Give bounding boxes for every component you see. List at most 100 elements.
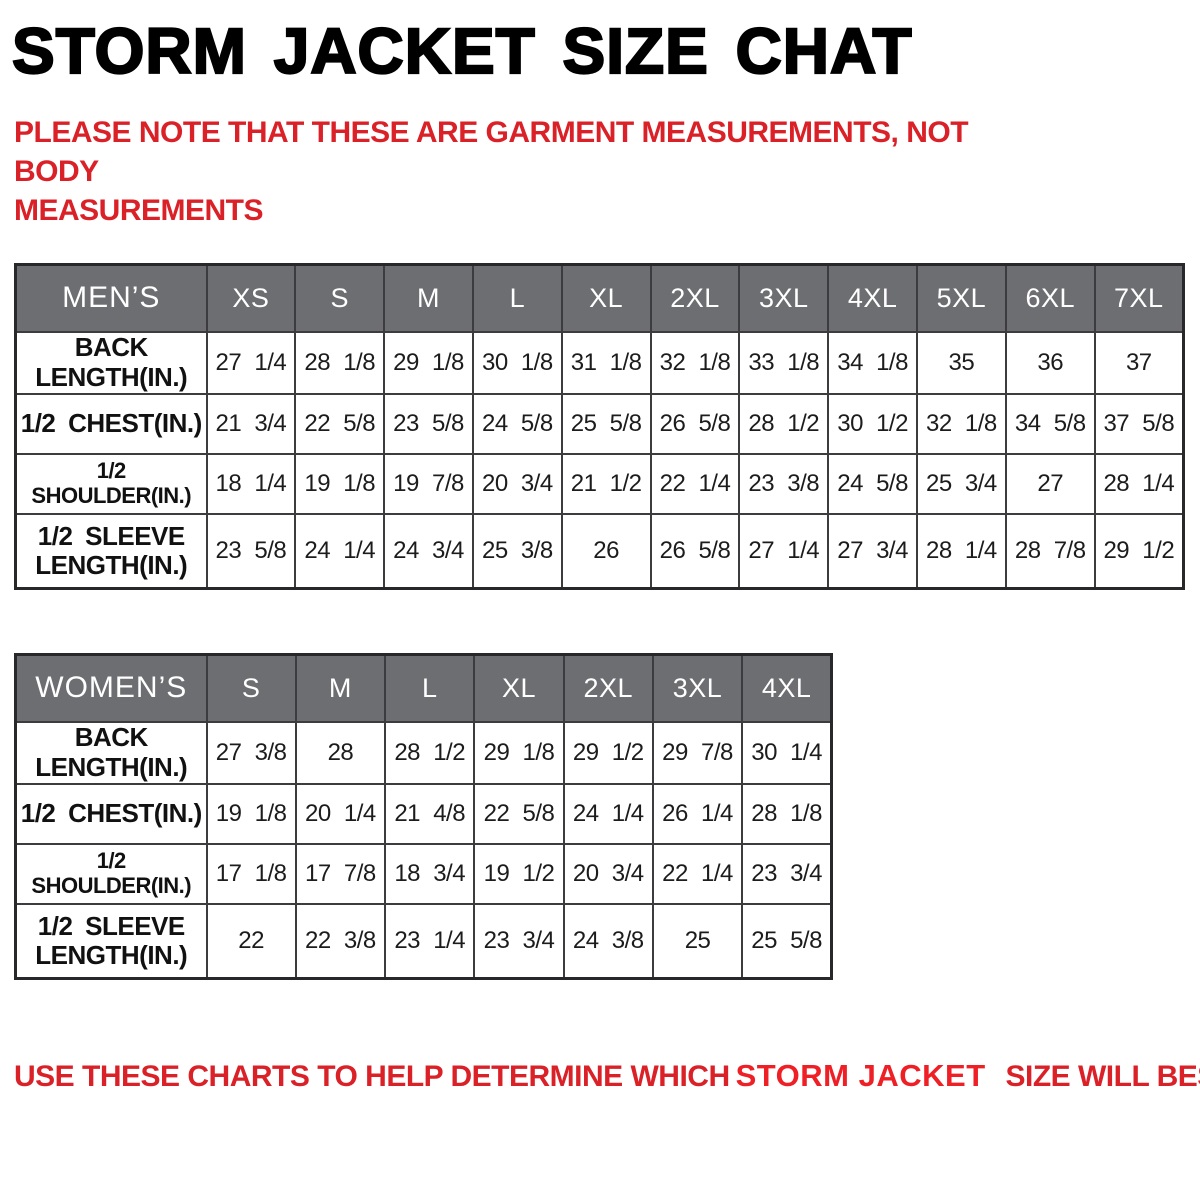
row-label: BACK LENGTH(IN.) <box>14 330 208 395</box>
size-value-cell: 24 3/4 <box>383 512 474 590</box>
size-value-cell: 21 4/8 <box>384 782 476 845</box>
size-value-cell: 18 3/4 <box>384 842 476 905</box>
fit-advice-suffix: SIZE WILL BEST FIT YOU. <box>1005 1060 1200 1093</box>
size-value-cell: 25 5/8 <box>741 902 833 980</box>
size-value-cell: 22 5/8 <box>294 392 386 455</box>
size-value-cell: 20 3/4 <box>471 452 563 515</box>
size-value-cell: 19 7/8 <box>383 452 474 515</box>
table-row: BACK LENGTH(IN.) 27 3/8 28 28 1/2 29 1/8 29 1… <box>14 720 833 785</box>
size-value-cell: 21 3/4 <box>205 392 297 455</box>
size-value-cell: 28 1/2 <box>738 392 830 455</box>
size-column-header: XL <box>473 653 565 723</box>
size-value-cell: 37 5/8 <box>1093 392 1185 455</box>
size-value-cell: 19 1/2 <box>473 842 565 905</box>
size-column-header: 2XL <box>649 263 741 333</box>
size-value-cell: 24 3/8 <box>562 902 654 980</box>
size-value-cell: 20 1/4 <box>294 782 387 845</box>
size-value-cell: 24 5/8 <box>471 392 563 455</box>
size-value-cell: 22 5/8 <box>473 782 565 845</box>
size-value-cell: 17 7/8 <box>294 842 387 905</box>
size-column-header: L <box>384 653 476 723</box>
size-column-header: L <box>471 263 563 333</box>
size-column-header: 3XL <box>651 653 744 723</box>
size-value-cell: 25 <box>651 902 744 980</box>
size-value-cell: 27 1/4 <box>205 330 297 395</box>
size-value-cell: 24 1/4 <box>562 782 654 845</box>
size-column-header: S <box>205 653 297 723</box>
size-value-cell: 22 1/4 <box>651 842 744 905</box>
size-value-cell: 36 <box>1004 330 1096 395</box>
womens-size-table: WOMEN’S S M L XL 2XL 3XL 4XL BACK LENGTH(IN.) 27 … <box>14 653 833 980</box>
size-value-cell: 32 1/8 <box>649 330 741 395</box>
size-value-cell: 26 5/8 <box>649 512 741 590</box>
table-row: 1/2 SHOULDER(IN.) 17 1/8 17 7/8 18 3/4 19 1/… <box>14 842 833 905</box>
size-column-header: XL <box>560 263 652 333</box>
size-column-header: 4XL <box>741 653 833 723</box>
size-column-header: S <box>294 263 386 333</box>
size-value-cell: 25 3/8 <box>471 512 563 590</box>
size-value-cell: 27 3/4 <box>827 512 918 590</box>
size-column-header: 2XL <box>562 653 654 723</box>
size-value-cell: 22 3/8 <box>294 902 387 980</box>
size-value-cell: 23 5/8 <box>383 392 474 455</box>
size-value-cell: 23 3/4 <box>741 842 833 905</box>
row-label: 1/2 SLEEVE LENGTH(IN.) <box>14 512 208 590</box>
size-column-header: 6XL <box>1004 263 1096 333</box>
size-column-header: 4XL <box>827 263 918 333</box>
page-title: STORM JACKET SIZE CHAT <box>11 14 913 88</box>
table-name-header: WOMEN’S <box>14 653 208 723</box>
womens-size-chart-section: WOMEN’S S M L XL 2XL 3XL 4XL BACK LENGTH(IN.) 27 … <box>14 653 833 980</box>
table-row: 1/2 CHEST(IN.) 21 3/4 22 5/8 23 5/8 24 5/8 25… <box>14 392 1185 455</box>
size-value-cell: 29 1/8 <box>473 720 565 785</box>
size-value-cell: 27 1/4 <box>738 512 830 590</box>
size-value-cell: 21 1/2 <box>560 452 652 515</box>
fit-advice-note: USE THESE CHARTS TO HELP DETERMINE WHICH… <box>14 1058 1200 1094</box>
size-value-cell: 19 1/8 <box>205 782 297 845</box>
fit-advice-prefix: USE THESE CHARTS TO HELP DETERMINE WHICH <box>14 1060 730 1093</box>
size-value-cell: 28 1/8 <box>741 782 833 845</box>
row-label: 1/2 SHOULDER(IN.) <box>14 842 208 905</box>
garment-measurement-note: PLEASE NOTE THAT THESE ARE GARMENT MEASU… <box>14 116 969 227</box>
mens-size-chart-section: MEN’S XS S M L XL 2XL 3XL 4XL 5XL 6XL 7XL BACK LENGT… <box>14 263 1185 590</box>
size-value-cell: 34 5/8 <box>1004 392 1096 455</box>
size-value-cell: 26 <box>560 512 652 590</box>
table-row: 1/2 SLEEVE LENGTH(IN.) 22 22 3/8 23 1/4 23 3… <box>14 902 833 980</box>
size-value-cell: 30 1/8 <box>471 330 563 395</box>
size-value-cell: 29 1/8 <box>383 330 474 395</box>
size-value-cell: 19 1/8 <box>294 452 386 515</box>
row-label: 1/2 CHEST(IN.) <box>14 392 208 455</box>
row-label: 1/2 SLEEVE LENGTH(IN.) <box>14 902 208 980</box>
size-value-cell: 23 5/8 <box>205 512 297 590</box>
row-label: 1/2 SHOULDER(IN.) <box>14 452 208 515</box>
header-row: MEN’S XS S M L XL 2XL 3XL 4XL 5XL 6XL 7XL <box>14 263 1185 333</box>
size-column-header: 7XL <box>1093 263 1185 333</box>
size-value-cell: 30 1/2 <box>827 392 918 455</box>
size-column-header: 5XL <box>916 263 1007 333</box>
size-value-cell: 29 1/2 <box>1093 512 1185 590</box>
size-value-cell: 31 1/8 <box>560 330 652 395</box>
size-value-cell: 25 3/4 <box>916 452 1007 515</box>
table-row: BACK LENGTH(IN.) 27 1/4 28 1/8 29 1/8 30 1/8… <box>14 330 1185 395</box>
size-value-cell: 27 <box>1004 452 1096 515</box>
size-value-cell: 23 3/8 <box>738 452 830 515</box>
size-value-cell: 37 <box>1093 330 1185 395</box>
size-value-cell: 25 5/8 <box>560 392 652 455</box>
table-name-header: MEN’S <box>14 263 208 333</box>
size-value-cell: 23 1/4 <box>384 902 476 980</box>
size-value-cell: 28 1/4 <box>1093 452 1185 515</box>
size-value-cell: 30 1/4 <box>741 720 833 785</box>
size-value-cell: 20 3/4 <box>562 842 654 905</box>
size-value-cell: 23 3/4 <box>473 902 565 980</box>
row-label: 1/2 CHEST(IN.) <box>14 782 208 845</box>
size-value-cell: 34 1/8 <box>827 330 918 395</box>
size-column-header: 3XL <box>738 263 830 333</box>
row-label: BACK LENGTH(IN.) <box>14 720 208 785</box>
size-value-cell: 18 1/4 <box>205 452 297 515</box>
size-column-header: M <box>383 263 474 333</box>
fit-advice-highlight: STORM JACKET <box>735 1058 986 1093</box>
size-value-cell: 27 3/8 <box>205 720 297 785</box>
size-column-header: XS <box>205 263 297 333</box>
size-value-cell: 29 7/8 <box>651 720 744 785</box>
size-value-cell: 22 1/4 <box>649 452 741 515</box>
size-value-cell: 28 7/8 <box>1004 512 1096 590</box>
